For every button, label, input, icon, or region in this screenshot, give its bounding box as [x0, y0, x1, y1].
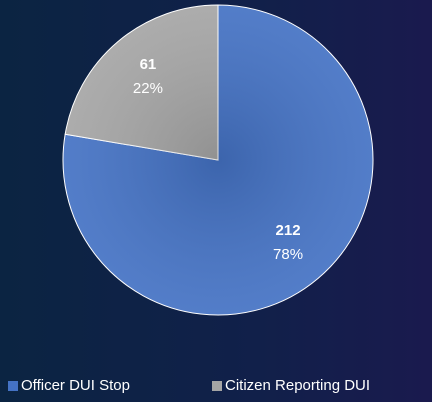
legend-swatch [8, 381, 18, 391]
data-label: 212 [276, 222, 301, 239]
legend-label: Officer DUI Stop [21, 377, 130, 394]
percentage-label: 22% [133, 80, 163, 97]
legend-label: Citizen Reporting DUI [225, 377, 370, 394]
percentage-label: 78% [273, 246, 303, 263]
data-label: 61 [140, 56, 157, 73]
legend-swatch [212, 381, 222, 391]
